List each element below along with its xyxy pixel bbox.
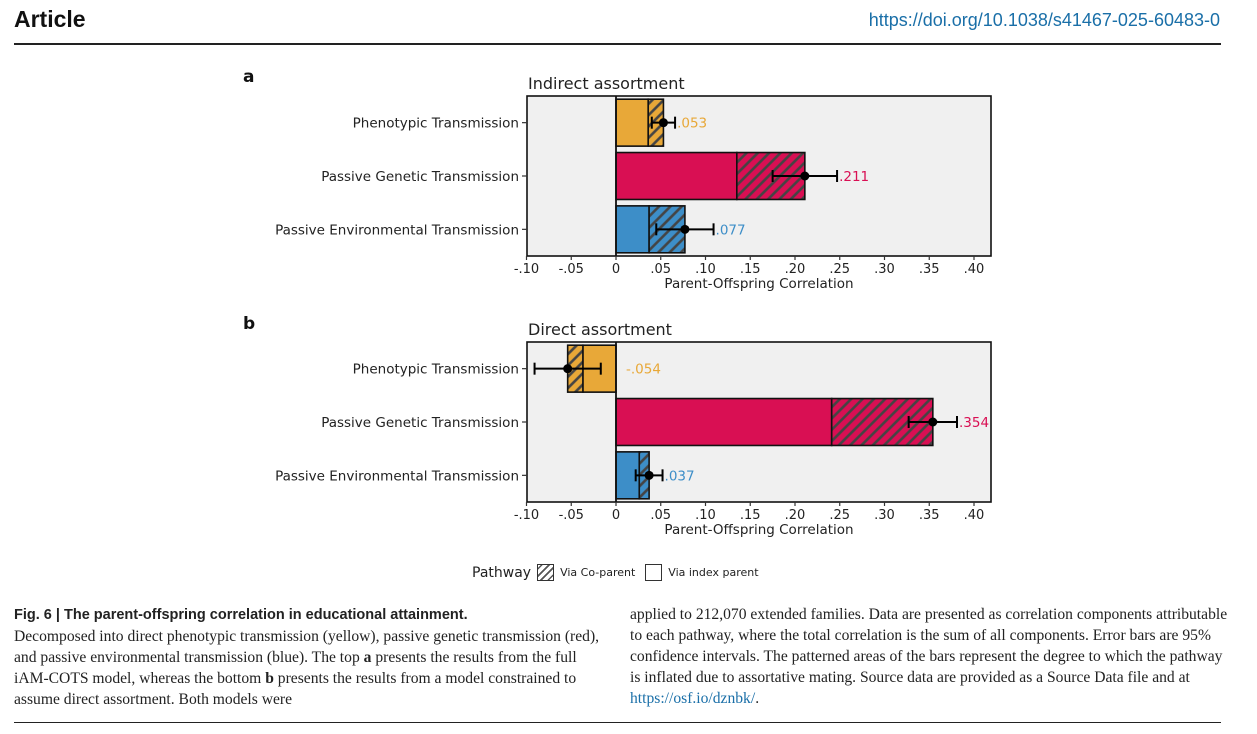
- x-tick-label: .05: [650, 262, 671, 277]
- legend-item-via-index-parent: Via index parent: [668, 566, 759, 579]
- value-label: .077: [716, 222, 746, 238]
- solid-swatch-icon: [645, 564, 663, 581]
- category-label: Passive Genetic Transmission: [321, 415, 519, 431]
- source-data-link[interactable]: https://osf.io/dznbk/: [630, 690, 756, 707]
- legend-title: Pathway: [472, 564, 532, 581]
- bar-via-index-parent: [615, 397, 833, 447]
- x-tick-label: .35: [919, 508, 940, 523]
- caption-panel-ref-a: a: [363, 649, 372, 666]
- header-divider: [14, 43, 1221, 45]
- point-estimate: [800, 171, 810, 181]
- panel-a: a Indirect assortment .053 Phenotypic Trans…: [243, 67, 992, 292]
- panel-b: b Direct assortment -.054 Phenotypic Transm…: [243, 314, 992, 538]
- value-label: .354: [959, 415, 989, 431]
- category-label: Passive Environmental Transmission: [275, 222, 519, 238]
- caption-text: presents the results from a model constr…: [14, 670, 577, 708]
- figure-label: Fig. 6 | The parent-offspring correlatio…: [14, 607, 468, 623]
- x-tick-label: .15: [740, 262, 761, 277]
- x-tick-label: .35: [919, 262, 940, 277]
- x-tick-label: -.10: [514, 508, 539, 523]
- bar-via-index-parent: [615, 98, 650, 147]
- legend-item-via-co-parent: Via Co-parent: [560, 566, 636, 579]
- caption-text: applied to 212,070 extended families. Da…: [630, 606, 1228, 686]
- figure-caption-right: applied to 212,070 extended families. Da…: [630, 604, 1230, 709]
- figure-caption-left: Fig. 6 | The parent-offspring correlatio…: [14, 604, 614, 710]
- category-label: Passive Environmental Transmission: [275, 468, 519, 484]
- legend: Pathway Via Co-parent Via index parent: [472, 564, 769, 581]
- value-label: .053: [677, 116, 707, 132]
- x-tick-label: .40: [964, 262, 985, 277]
- x-tick-label: .30: [874, 262, 895, 277]
- footer-divider: [14, 722, 1221, 723]
- x-tick-label: .25: [829, 508, 850, 523]
- x-tick-label: .10: [695, 262, 716, 277]
- panel-letter: b: [243, 314, 255, 334]
- category-label: Passive Genetic Transmission: [321, 169, 519, 185]
- article-section-label: Article: [14, 6, 86, 32]
- x-tick-label: .15: [740, 508, 761, 523]
- x-tick-label: 0: [612, 262, 620, 277]
- category-label: Phenotypic Transmission: [353, 116, 519, 132]
- x-tick-label: .20: [785, 262, 806, 277]
- point-estimate: [644, 470, 654, 480]
- caption-text: .: [755, 690, 760, 707]
- caption-text: presents the results from the full iAM-C…: [14, 649, 577, 687]
- hatched-swatch-icon: [537, 564, 555, 581]
- x-tick-label: -.05: [559, 262, 584, 277]
- point-estimate: [680, 224, 690, 234]
- panel-title: Indirect assortment: [528, 74, 685, 93]
- bar-via-index-parent: [615, 151, 738, 201]
- x-tick-label: .25: [829, 262, 850, 277]
- point-estimate: [563, 364, 573, 374]
- x-tick-label: .30: [874, 508, 895, 523]
- x-tick-label: -.10: [514, 262, 539, 277]
- figure-6-chart: a Indirect assortment .053 Phenotypic Trans…: [243, 67, 992, 538]
- value-label: -.054: [626, 362, 661, 378]
- x-tick-label: .20: [785, 508, 806, 523]
- value-label: .211: [839, 169, 869, 185]
- x-tick-label: .10: [695, 508, 716, 523]
- x-tick-label: .05: [650, 508, 671, 523]
- x-tick-label: -.05: [559, 508, 584, 523]
- category-label: Phenotypic Transmission: [353, 362, 519, 378]
- x-axis-title: Parent-Offspring Correlation: [664, 522, 853, 538]
- caption-panel-ref-b: b: [265, 670, 274, 687]
- point-estimate: [928, 417, 938, 427]
- x-tick-label: 0: [612, 508, 620, 523]
- x-axis-title: Parent-Offspring Correlation: [664, 276, 853, 292]
- value-label: .037: [665, 468, 695, 484]
- panel-letter: a: [243, 67, 254, 87]
- x-tick-label: .40: [964, 508, 985, 523]
- panel-title: Direct assortment: [528, 320, 672, 339]
- doi-link[interactable]: https://doi.org/10.1038/s41467-025-60483…: [868, 10, 1220, 30]
- caption-text: Decomposed into direct phenotypic transm…: [14, 628, 600, 666]
- bar-via-index-parent: [615, 205, 650, 254]
- point-estimate: [658, 118, 668, 128]
